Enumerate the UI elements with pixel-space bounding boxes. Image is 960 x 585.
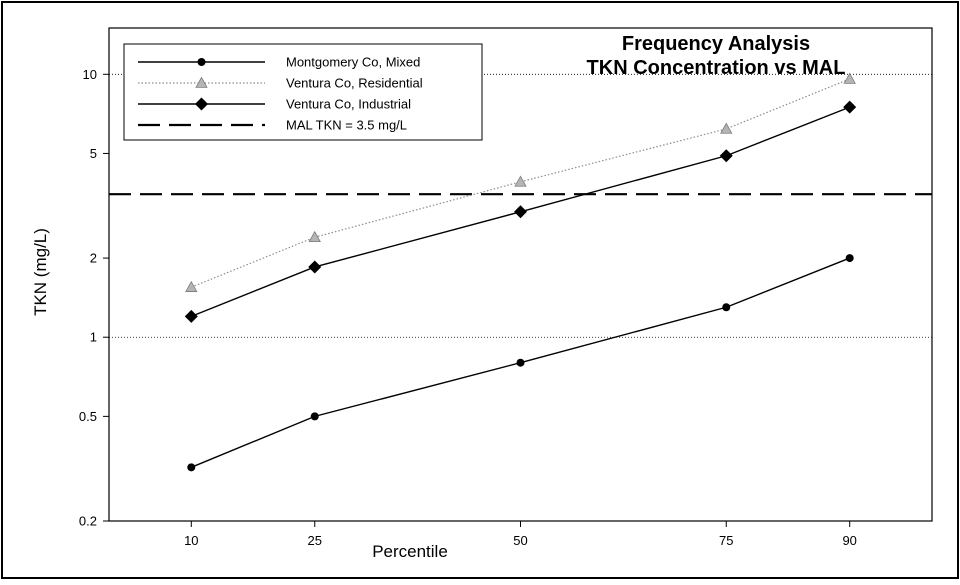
y-tick-label-2: 2: [90, 251, 97, 266]
data-point-montgomery-co-mixed-75: [722, 303, 731, 312]
data-point-montgomery-co-mixed-50: [516, 358, 525, 367]
series-montgomery-co-mixed: [187, 254, 854, 472]
legend-swatch-marker-ventura-co-industrial: [195, 97, 208, 111]
legend-label-mal-tkn-3-5-mg-l: MAL TKN = 3.5 mg/L: [286, 118, 407, 133]
data-point-ventura-co-industrial-75: [719, 149, 733, 163]
legend-label-ventura-co-industrial: Ventura Co, Industrial: [286, 97, 411, 112]
data-point-ventura-co-residential-25: [308, 230, 321, 243]
chart-title-line-1: Frequency Analysis: [622, 33, 810, 55]
y-tick-label-1: 1: [90, 330, 97, 345]
x-tick-label-25: 25: [308, 533, 322, 548]
data-point-ventura-co-residential-10: [185, 280, 198, 292]
y-tick-label-0-2: 0.2: [79, 514, 97, 529]
y-axis-title: TKN (mg/L): [31, 228, 50, 316]
series-ventura-co-residential: [185, 72, 856, 292]
data-point-ventura-co-industrial-50: [514, 205, 527, 219]
y-tick-label-0-5: 0.5: [79, 409, 97, 424]
x-axis-title: Percentile: [372, 542, 448, 561]
x-tick-label-75: 75: [719, 533, 733, 548]
x-tick-label-50: 50: [513, 533, 527, 548]
series-line-ventura-co-residential: [191, 78, 850, 288]
x-axis: 10 25 50 75 90: [184, 521, 857, 548]
data-point-ventura-co-industrial-10: [184, 309, 198, 323]
legend-label-ventura-co-residential: Ventura Co, Residential: [286, 76, 423, 91]
data-point-ventura-co-industrial-90: [843, 100, 857, 114]
data-point-montgomery-co-mixed-25: [310, 412, 319, 421]
data-point-ventura-co-residential-90: [843, 72, 856, 84]
series-layer: [184, 72, 857, 472]
x-tick-label-90: 90: [842, 533, 856, 548]
gridlines: [109, 73, 932, 338]
data-point-montgomery-co-mixed-10: [187, 463, 196, 472]
legend: Montgomery Co, Mixed Ventura Co, Resident…: [123, 43, 483, 141]
series-ventura-co-industrial: [184, 100, 857, 323]
data-point-montgomery-co-mixed-90: [845, 254, 854, 263]
y-axis: 0.2 0.5 1 2 5 10: [79, 67, 109, 529]
legend-label-montgomery-co-mixed: Montgomery Co, Mixed: [286, 55, 420, 70]
chart-title-line-2: TKN Concentration vs MAL: [587, 57, 846, 79]
legend-swatch-marker-ventura-co-residential: [195, 76, 208, 88]
legend-swatch-marker-montgomery-co-mixed: [197, 58, 206, 66]
x-tick-label-10: 10: [184, 533, 198, 548]
data-point-ventura-co-residential-50: [514, 175, 527, 187]
data-point-ventura-co-industrial-25: [308, 260, 322, 274]
data-point-ventura-co-residential-75: [720, 122, 733, 134]
y-tick-label-5: 5: [90, 146, 97, 161]
y-tick-label-10: 10: [83, 67, 97, 82]
